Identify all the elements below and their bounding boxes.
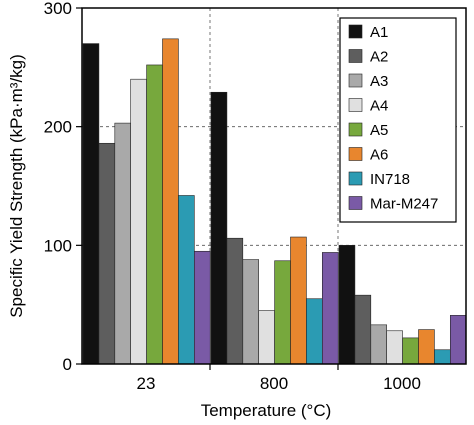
legend-swatch (348, 73, 363, 88)
legend-label: A1 (370, 24, 388, 41)
bar (194, 250, 211, 365)
bar (402, 337, 419, 365)
x-axis-ticks: 23 800 1000 (137, 364, 421, 393)
bar (146, 64, 163, 365)
y-tick-label: 100 (44, 236, 72, 255)
bar (386, 330, 403, 365)
legend-swatch (348, 196, 363, 210)
bar (321, 252, 339, 365)
legend-swatch (348, 171, 363, 186)
x-tick-label: 23 (137, 374, 156, 393)
bar (290, 236, 307, 365)
legend-swatch (348, 98, 363, 112)
bar (258, 310, 275, 365)
bar (242, 259, 260, 365)
x-tick-label: 800 (260, 374, 288, 393)
legend-label: IN718 (370, 171, 410, 188)
bar (449, 315, 467, 365)
bar (434, 349, 451, 365)
legend-label: A3 (370, 73, 388, 90)
bar (226, 237, 244, 365)
legend-label: Mar-M247 (370, 196, 438, 213)
bar (178, 195, 195, 365)
legend-label: A2 (370, 49, 388, 66)
y-tick-label: 200 (44, 118, 72, 137)
x-axis-title: Temperature (°C) (201, 401, 332, 420)
legend-swatch (348, 122, 363, 137)
bar (114, 122, 132, 365)
y-tick-label: 0 (63, 355, 72, 374)
bar (210, 91, 228, 365)
y-axis-ticks: 0 100 200 300 (44, 0, 82, 374)
y-axis-title: Specific Yield Strength (kPa·m³/kg) (7, 54, 26, 318)
legend-swatch (348, 147, 363, 161)
bar (370, 324, 387, 365)
bar (98, 142, 116, 365)
y-tick-label: 300 (44, 0, 72, 18)
legend-label: A5 (370, 122, 388, 139)
bar (338, 245, 356, 365)
bar (130, 78, 147, 365)
bar (274, 260, 291, 365)
bar (418, 329, 435, 365)
legend-label: A6 (370, 147, 388, 164)
bar (306, 298, 323, 365)
legend-swatch (348, 49, 363, 63)
legend: A1 A2 A3 A4 A5 A6 IN718 Mar-M247 (339, 17, 457, 223)
legend-swatch (348, 24, 363, 39)
bar (82, 43, 100, 365)
bar (162, 38, 179, 365)
legend-box (339, 17, 457, 223)
x-tick-label: 1000 (383, 374, 421, 393)
plot-frame (81, 7, 467, 365)
legend-label: A4 (370, 98, 388, 115)
bar (354, 294, 372, 365)
